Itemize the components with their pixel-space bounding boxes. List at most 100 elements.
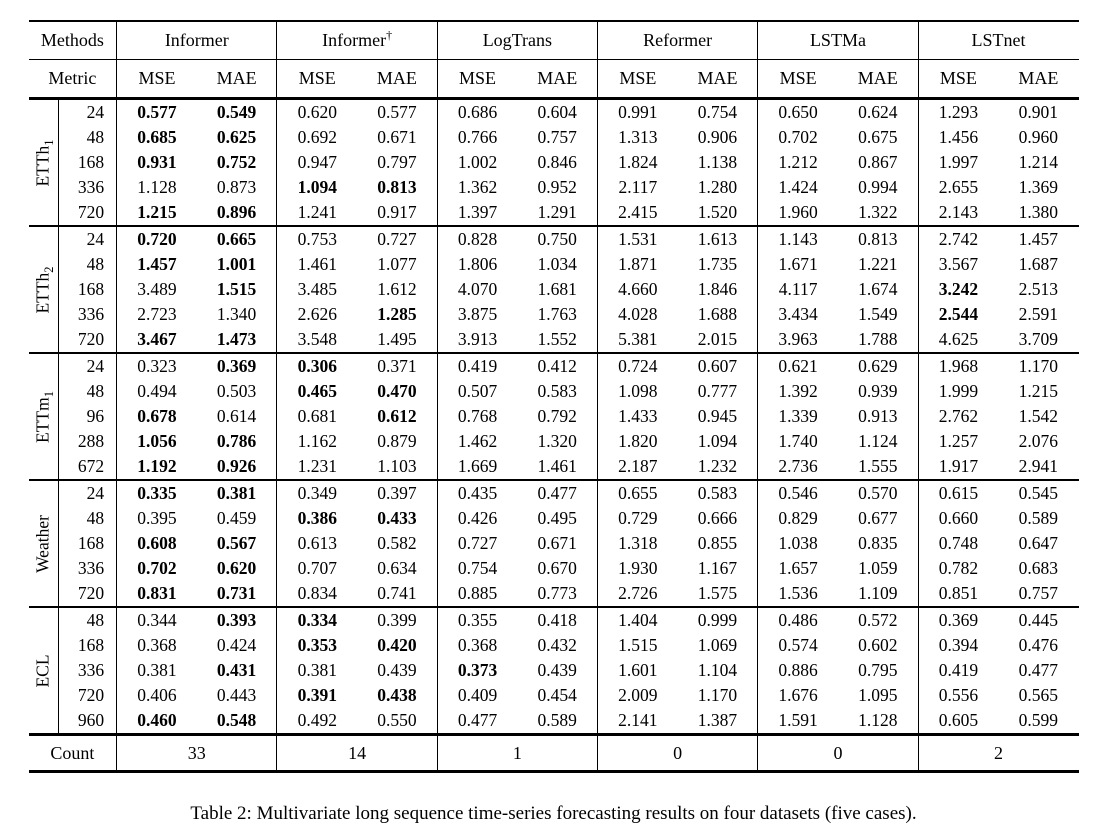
value-cell-reformer-mse: 0.729: [597, 506, 678, 531]
value-cell-lstma-mse: 0.621: [757, 352, 838, 379]
value-cell-reformer-mse: 1.820: [597, 429, 678, 454]
value-cell-informer-mse: 0.335: [116, 479, 197, 506]
table-row-ettm1-672: 672 1.192 0.926 1.231 1.103 1.669 1.461 2.187 1.…: [29, 454, 1079, 480]
value-cell-lstma-mae: 0.624: [858, 102, 898, 122]
horizon-cell: 168: [58, 277, 117, 302]
value-cell-lstnet-mae: 1.170: [998, 352, 1079, 379]
value-cell-lstnet-mse: 2.544: [917, 302, 999, 327]
table-row-etth2-24: ETTh2 24 0.720 0.665 0.753 0.727 0.828 0.750 1.5…: [28, 225, 1079, 353]
horizon-cell: 168: [58, 150, 117, 175]
value-cell-informer-mse: 3.467: [116, 327, 197, 353]
value-cell-lstnet-mse: 4.625: [917, 327, 999, 353]
value-cell-informer-dagger-mse: 0.353: [276, 633, 358, 658]
value-cell-lstma-mse: 1.960: [757, 200, 838, 226]
value-cell-lstnet-mse: 1.456: [917, 125, 999, 150]
value-cell-informer-dagger-mse: 2.626: [276, 302, 358, 327]
value-cell-lstnet-mae: 0.589: [1018, 508, 1059, 528]
metric-header-logtrans-mae: MAE: [517, 59, 598, 100]
value-cell-informer-dagger-mae: 0.577: [377, 102, 417, 122]
value-cell-reformer-mse: 2.141: [597, 708, 678, 735]
value-cell-informer-dagger-mae: 0.813: [377, 177, 417, 197]
value-cell-informer-mae: 1.515: [216, 279, 257, 299]
value-cell-logtrans-mae: 1.763: [537, 304, 577, 324]
value-cell-logtrans-mae: 0.604: [537, 102, 577, 122]
value-cell-informer-mae: 0.752: [216, 152, 257, 172]
dagger-mark: †: [386, 28, 393, 42]
value-cell-logtrans-mse: 0.419: [436, 352, 518, 379]
value-cell-lstnet-mse: 2.742: [917, 225, 999, 252]
value-cell-logtrans-mae: 0.418: [517, 606, 598, 633]
value-cell-logtrans-mse: 0.727: [436, 531, 518, 556]
table-row-ecl-720: 720 0.406 0.443 0.391 0.438 0.409 0.454 2.009 1.…: [29, 683, 1079, 708]
value-cell-lstnet-mse: 1.997: [917, 150, 999, 175]
metric-header-logtrans-mse: MSE: [436, 59, 518, 100]
table-row-ecl-960: 960 0.460 0.548 0.492 0.550 0.477 0.589 2.141 1.…: [29, 708, 1079, 735]
value-cell-lstnet-mae: 0.445: [998, 606, 1079, 633]
value-cell-informer-mse: 0.323: [116, 352, 197, 379]
value-cell-logtrans-mse: 1.002: [436, 150, 518, 175]
value-cell-informer-dagger-mae: 1.077: [377, 254, 417, 274]
value-cell-lstnet-mae: 1.369: [1018, 177, 1059, 197]
value-cell-logtrans-mae: 0.589: [537, 710, 577, 730]
table-row-ettm1-48: 48 0.494 0.503 0.465 0.470 0.507 0.583 1.098 0.7…: [29, 379, 1079, 404]
metric-header-lstma-mse: MSE: [757, 59, 838, 100]
value-cell-informer-mae: 0.549: [216, 102, 257, 122]
metric-header-informer-dagger-mse: MSE: [276, 59, 358, 100]
value-cell-reformer-mse: 2.117: [597, 175, 678, 200]
value-cell-informer-mae: 0.731: [216, 583, 257, 603]
count-value-reformer: 0: [597, 733, 758, 773]
value-cell-logtrans-mse: 1.362: [436, 175, 518, 200]
value-cell-logtrans-mae: 0.757: [537, 127, 577, 147]
value-cell-reformer-mae: 1.846: [697, 279, 738, 299]
value-cell-logtrans-mse: 0.435: [436, 479, 518, 506]
value-cell-informer-mae: 0.926: [216, 456, 257, 476]
value-cell-lstma-mae: 0.994: [858, 177, 898, 197]
value-cell-lstma-mse: 1.392: [757, 379, 838, 404]
value-cell-lstnet-mse: 2.143: [917, 200, 999, 226]
table-row-weather-48: 48 0.395 0.459 0.386 0.433 0.426 0.495 0.729 0.6…: [29, 506, 1079, 531]
value-cell-informer-dagger-mse: 0.349: [276, 479, 358, 506]
table-row-weather-168: 168 0.608 0.567 0.613 0.582 0.727 0.671 1.318 0.…: [29, 531, 1079, 556]
horizon-cell: 48: [58, 606, 117, 633]
metric-header-lstnet-mae: MAE: [998, 59, 1079, 100]
value-cell-informer-mse: 0.608: [116, 531, 197, 556]
value-cell-lstma-mse: 1.536: [757, 581, 838, 607]
value-cell-logtrans-mse: 1.669: [436, 454, 518, 480]
value-cell-informer-mae: 0.431: [216, 660, 257, 680]
table-row-etth1-168: 168 0.931 0.752 0.947 0.797 1.002 0.846 1.824 1.…: [29, 150, 1079, 175]
value-cell-reformer-mse: 1.531: [597, 225, 678, 252]
value-cell-reformer-mse: 4.660: [597, 277, 678, 302]
value-cell-logtrans-mse: 3.913: [436, 327, 518, 353]
dataset-group-etth1: ETTh1 24 0.577 0.549 0.620 0.577 0.686 0.604 0.9…: [29, 98, 1079, 226]
value-cell-logtrans-mse: 0.409: [436, 683, 518, 708]
horizon-cell: 720: [58, 200, 117, 226]
value-cell-lstnet-mae: 0.683: [1018, 558, 1059, 578]
value-cell-logtrans-mse: 0.828: [436, 225, 518, 252]
dataset-label-subscript: 2: [42, 265, 57, 273]
horizon-cell: 24: [58, 98, 117, 125]
value-cell-informer-dagger-mse: 0.834: [276, 581, 358, 607]
value-cell-informer-dagger-mse: 0.381: [276, 658, 358, 683]
dataset-group-ecl: ECL 48 0.344 0.393 0.334 0.399 0.355 0.418 1.404…: [28, 606, 1079, 735]
value-cell-reformer-mae: 1.138: [697, 152, 738, 172]
value-cell-lstma-mse: 1.212: [757, 150, 838, 175]
value-cell-lstnet-mae: 2.941: [1018, 456, 1059, 476]
value-cell-logtrans-mae: 1.034: [537, 254, 577, 274]
value-cell-informer-dagger-mae: 0.438: [377, 685, 417, 705]
value-cell-reformer-mae: 0.754: [697, 102, 738, 122]
value-cell-lstnet-mae: 0.960: [1018, 127, 1059, 147]
horizon-cell: 48: [58, 125, 117, 150]
value-cell-logtrans-mae: 0.750: [517, 225, 598, 252]
value-cell-informer-dagger-mse: 1.162: [276, 429, 358, 454]
count-value-informer: 33: [116, 733, 277, 773]
value-cell-lstnet-mse: 0.748: [917, 531, 999, 556]
value-cell-informer-dagger-mse: 0.620: [276, 98, 358, 125]
dataset-label-subscript: 1: [42, 138, 57, 146]
value-cell-reformer-mae: 2.015: [697, 329, 738, 349]
value-cell-informer-dagger-mae: 0.671: [377, 127, 417, 147]
value-cell-informer-mae: 0.381: [196, 479, 277, 506]
table-row-etth1-48: 48 0.685 0.625 0.692 0.671 0.766 0.757 1.313 0.9…: [29, 125, 1079, 150]
value-cell-informer-dagger-mse: 0.465: [276, 379, 358, 404]
value-cell-lstma-mse: 0.486: [757, 606, 838, 633]
value-cell-lstnet-mae: 0.599: [1018, 710, 1059, 730]
